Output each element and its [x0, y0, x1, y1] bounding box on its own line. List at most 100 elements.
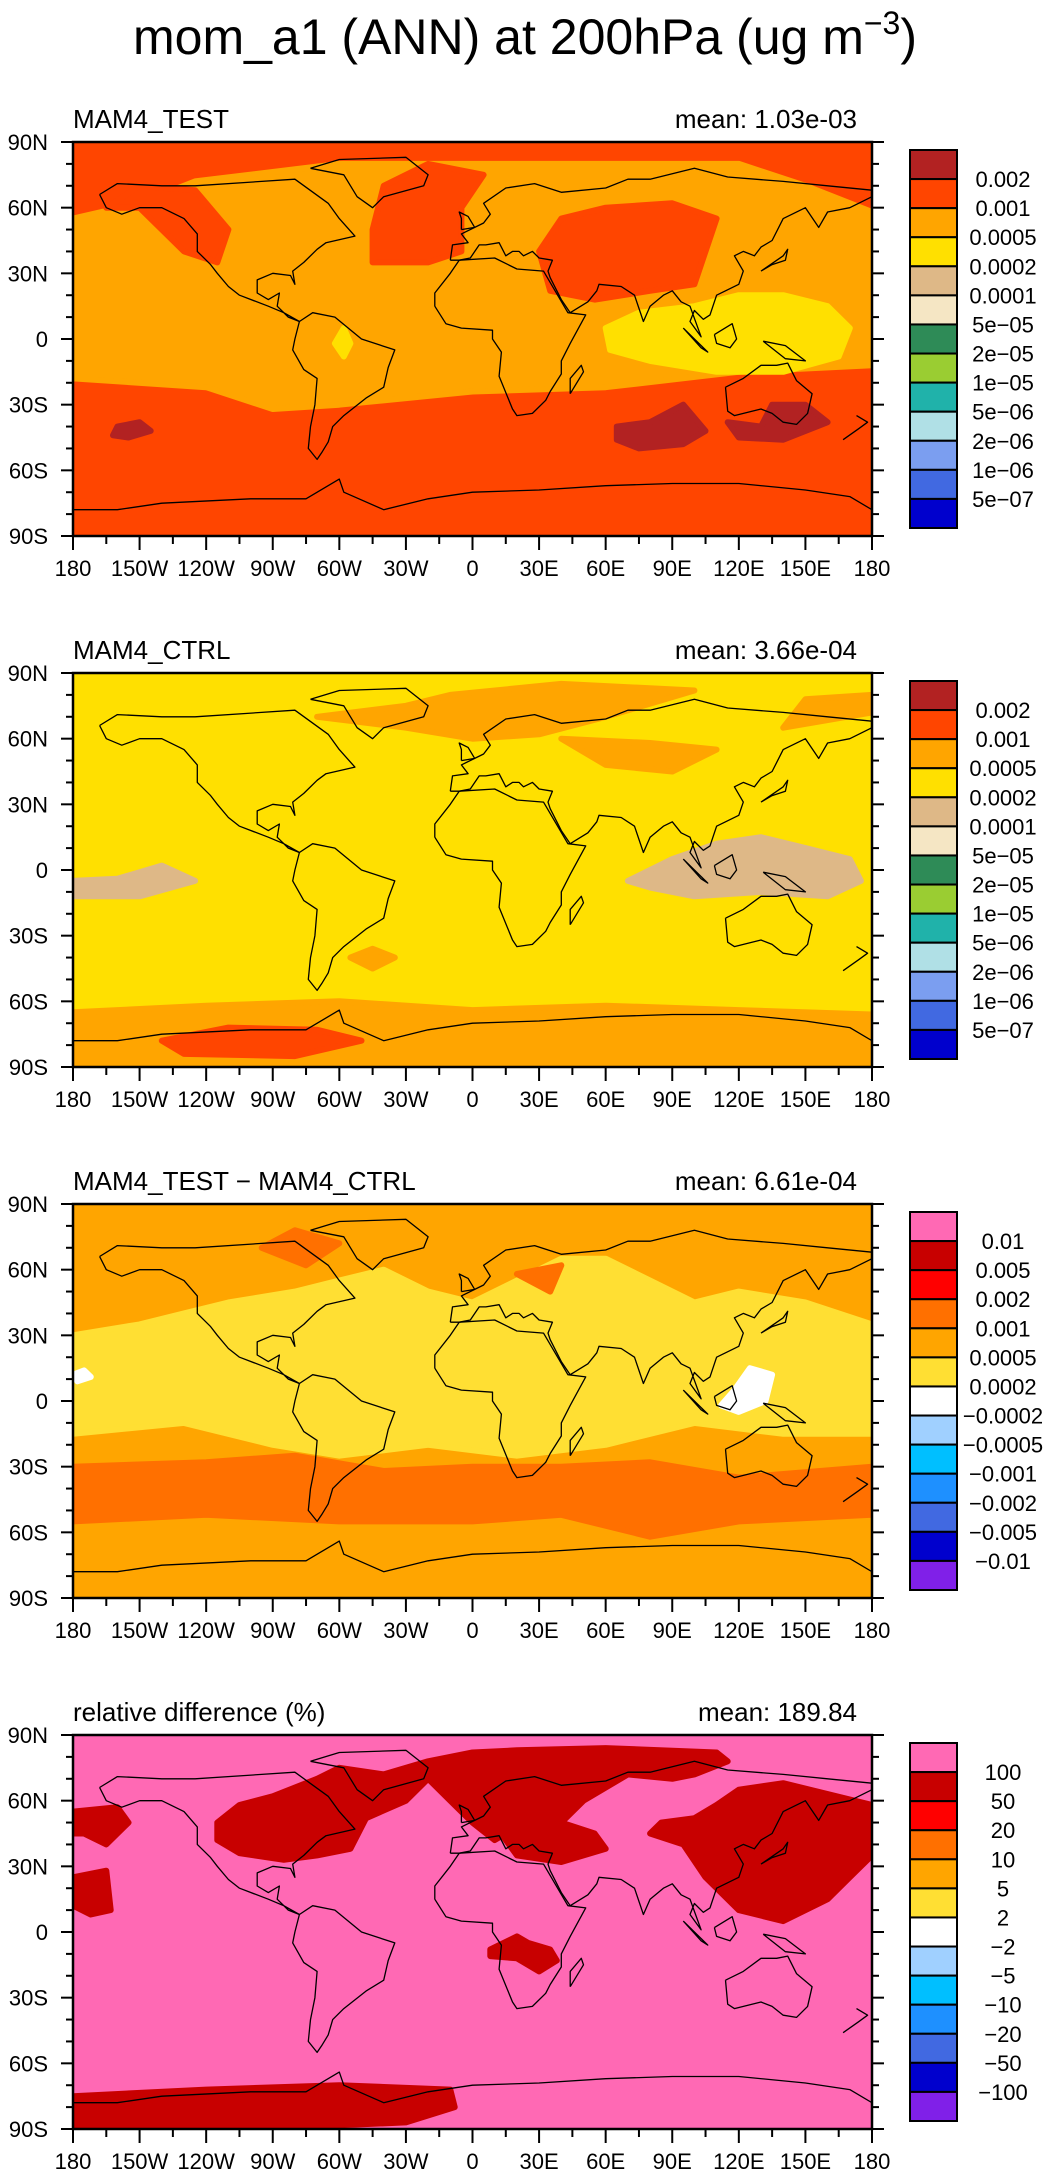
- coastline: [292, 312, 396, 461]
- lat-tick-label: 60N: [8, 727, 48, 752]
- contour-region: [73, 1255, 872, 1459]
- coastline: [724, 1424, 813, 1488]
- colorbar-label: 0.002: [975, 167, 1030, 192]
- coastline: [760, 1310, 789, 1334]
- lon-tick-label: 180: [854, 1087, 891, 1112]
- contour-region: [780, 691, 872, 731]
- lon-tick-label: 120W: [177, 556, 235, 581]
- coastline: [762, 871, 807, 893]
- colorbar-label: −100: [978, 2080, 1028, 2105]
- colorbar-swatch: [909, 1443, 958, 1475]
- coastline: [569, 364, 585, 395]
- lat-tick-label: 0: [36, 1920, 48, 1945]
- coastline: [569, 1957, 585, 1988]
- colorbar-swatch: [909, 497, 958, 529]
- colorbar-swatch: [909, 738, 958, 770]
- contour-region: [158, 1024, 365, 1060]
- lon-tick-label: 180: [55, 1618, 92, 1643]
- lon-tick-label: 60W: [317, 1618, 362, 1643]
- colorbar-label: 0.0002: [969, 254, 1036, 279]
- contour-region: [536, 200, 720, 303]
- colorbar-label: 0.0002: [969, 1374, 1036, 1399]
- colorbar-label: 5e−07: [972, 487, 1034, 512]
- coastline: [450, 1258, 872, 1400]
- coastline: [99, 709, 356, 854]
- colorbar-label: −0.005: [969, 1520, 1037, 1545]
- coastline: [449, 1229, 872, 1323]
- coastline: [450, 196, 872, 338]
- lat-tick-label: 60N: [8, 196, 48, 221]
- colorbar-swatch: [909, 2061, 958, 2093]
- colorbar-swatch: [909, 410, 958, 442]
- lat-tick-label: 60S: [9, 1520, 48, 1545]
- coastline: [434, 1319, 587, 1479]
- panel-title: MAM4_TEST − MAM4_CTRL: [73, 1166, 416, 1196]
- lon-tick-label: 180: [55, 1087, 92, 1112]
- colorbar-swatch: [909, 854, 958, 886]
- contour-region: [602, 292, 853, 375]
- colorbar-swatch: [909, 970, 958, 1002]
- contour-region: [718, 1365, 776, 1415]
- colorbar-swatch: [909, 1945, 958, 1977]
- lon-tick-label: 120E: [713, 1087, 764, 1112]
- lon-tick-label: 90W: [250, 556, 295, 581]
- colorbar-label: −10: [984, 1993, 1021, 2018]
- lon-tick-label: 120W: [177, 1087, 235, 1112]
- coastline: [434, 257, 587, 417]
- colorbar-label: 0.0001: [969, 283, 1036, 308]
- contour-region: [513, 1262, 565, 1295]
- lon-tick-label: 120W: [177, 1618, 235, 1643]
- contour-region: [110, 419, 154, 441]
- lon-tick-label: 60E: [586, 1618, 625, 1643]
- coastline: [73, 2071, 872, 2104]
- coastline: [762, 340, 807, 362]
- coastline: [842, 1477, 869, 1503]
- colorbar-swatch: [909, 352, 958, 384]
- lat-tick-label: 90N: [8, 1192, 48, 1217]
- lon-tick-label: 150W: [111, 556, 169, 581]
- panel-mean: mean: 3.66e-04: [675, 635, 857, 665]
- coastline: [760, 1841, 789, 1865]
- figure-title: mom_a1 (ANN) at 200hPa (ug m−3): [133, 5, 917, 65]
- lon-tick-label: 30W: [383, 556, 428, 581]
- title-main: mom_a1 (ANN) at 200hPa (ug m: [133, 9, 864, 65]
- coastline: [99, 1240, 356, 1385]
- colorbar-label: 5e−05: [972, 843, 1034, 868]
- panel-title: MAM4_TEST: [73, 104, 229, 134]
- title-close: ): [900, 9, 917, 65]
- colorbar-label: 1e−06: [972, 458, 1034, 483]
- lon-tick-label: 60W: [317, 556, 362, 581]
- coastline: [449, 167, 872, 261]
- coastline: [449, 698, 872, 792]
- colorbar-swatch: [909, 941, 958, 973]
- lat-tick-label: 30S: [9, 1455, 48, 1480]
- colorbar-swatch: [909, 2090, 958, 2123]
- colorbar-swatch: [909, 149, 958, 181]
- colorbar-label: −0.0002: [963, 1404, 1043, 1429]
- coastline: [682, 858, 709, 884]
- lat-tick-label: 60S: [9, 989, 48, 1014]
- lat-tick-label: 90S: [9, 524, 48, 549]
- colorbar-label: 1e−06: [972, 989, 1034, 1014]
- colorbar-swatch: [909, 1530, 958, 1562]
- colorbar-swatch: [909, 1269, 958, 1301]
- map-area: [73, 673, 872, 1067]
- lon-tick-label: 150E: [780, 1618, 831, 1643]
- lat-tick-label: 0: [36, 1389, 48, 1414]
- colorbar-swatch: [909, 796, 958, 828]
- colorbar-label: −0.0005: [963, 1433, 1043, 1458]
- lon-tick-label: 0: [466, 1618, 478, 1643]
- colorbar-swatch: [909, 236, 958, 268]
- coastline: [724, 1955, 813, 2019]
- colorbar-swatch: [909, 1385, 958, 1417]
- coastline: [724, 362, 813, 426]
- coastline: [292, 1905, 396, 2054]
- lon-tick-label: 180: [55, 556, 92, 581]
- lat-tick-label: 30N: [8, 1323, 48, 1348]
- colorbar-label: −0.002: [969, 1491, 1037, 1516]
- colorbar-swatch: [909, 381, 958, 413]
- contour-region: [73, 1867, 114, 1918]
- lon-tick-label: 0: [466, 556, 478, 581]
- map-panel-2: MAM4_CTRL mean: 3.66e-04 90N 60N 30N 0 30S 60S 9…: [8, 635, 1037, 1112]
